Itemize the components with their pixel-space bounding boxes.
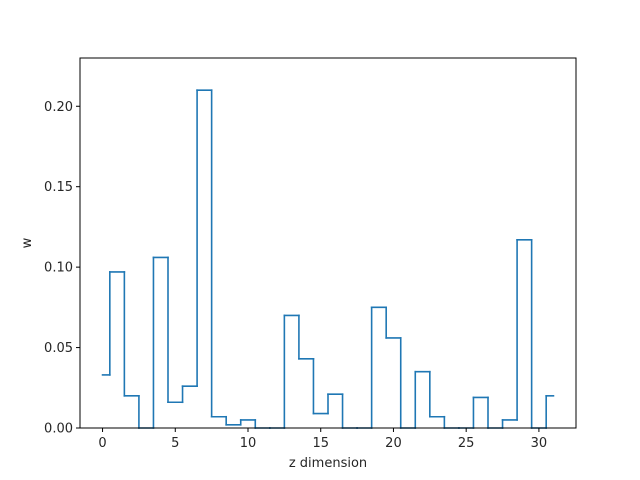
x-tick-label: 20 xyxy=(385,436,402,451)
y-tick-label: 0.20 xyxy=(44,100,73,115)
x-tick-label: 25 xyxy=(458,436,475,451)
x-tick-label: 15 xyxy=(312,436,329,451)
x-tick-label: 5 xyxy=(171,436,179,451)
ticks-layer: 0 5 10 15 20 25 30 0.00 0.05 0.10 0.15 0.20 xyxy=(44,100,547,451)
y-tick-label: 0.10 xyxy=(44,261,73,276)
y-tick-label: 0.15 xyxy=(44,180,73,195)
y-tick-label: 0.05 xyxy=(44,341,73,356)
x-tick-label: 10 xyxy=(240,436,257,451)
y-tick-label: 0.00 xyxy=(44,422,73,437)
x-tick-label: 30 xyxy=(531,436,548,451)
x-tick-label: 0 xyxy=(98,436,106,451)
plot-frame xyxy=(79,57,577,429)
y-axis-label: w xyxy=(20,237,35,248)
x-axis-label: z dimension xyxy=(289,456,367,471)
